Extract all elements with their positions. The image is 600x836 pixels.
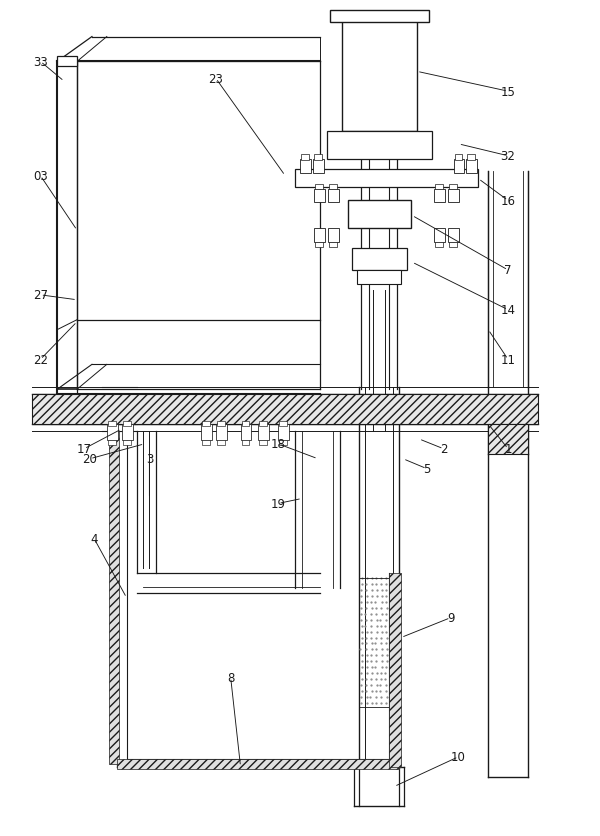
Text: 7: 7 — [505, 264, 512, 278]
Bar — [117, 759, 399, 769]
Text: 8: 8 — [227, 671, 235, 684]
Bar — [358, 271, 401, 284]
Bar — [389, 573, 401, 767]
Bar — [57, 58, 77, 67]
Bar — [435, 185, 443, 189]
Text: 9: 9 — [447, 611, 454, 624]
Bar — [327, 132, 432, 160]
Bar — [259, 425, 269, 441]
Bar — [108, 441, 116, 446]
Bar — [341, 18, 417, 132]
Bar — [347, 201, 411, 229]
Text: 33: 33 — [33, 56, 48, 69]
Bar — [329, 243, 337, 247]
Bar — [279, 441, 287, 446]
Bar — [455, 155, 463, 161]
Bar — [242, 441, 250, 446]
Text: 11: 11 — [500, 354, 515, 366]
Text: 20: 20 — [83, 452, 97, 466]
Bar — [242, 421, 250, 426]
Bar — [435, 243, 443, 247]
Text: 1: 1 — [505, 443, 512, 456]
Bar — [328, 189, 338, 203]
Bar — [466, 160, 478, 173]
Bar — [488, 425, 528, 454]
Bar — [352, 249, 407, 271]
Text: 4: 4 — [90, 532, 98, 545]
Bar — [328, 229, 338, 243]
Text: 32: 32 — [500, 150, 515, 163]
Text: 16: 16 — [500, 195, 515, 207]
Bar — [107, 425, 118, 441]
Bar — [259, 421, 268, 426]
Bar — [122, 421, 131, 426]
Bar — [109, 431, 119, 764]
Bar — [313, 160, 324, 173]
Bar — [241, 425, 251, 441]
Text: 10: 10 — [451, 751, 466, 763]
Text: 14: 14 — [500, 303, 515, 317]
Bar — [301, 155, 309, 161]
Bar — [434, 229, 445, 243]
Text: 15: 15 — [500, 85, 515, 99]
Bar — [202, 421, 210, 426]
Bar — [454, 160, 464, 173]
Bar — [217, 421, 225, 426]
Bar — [108, 421, 116, 426]
Bar — [314, 189, 325, 203]
Text: 2: 2 — [440, 443, 448, 456]
Text: 03: 03 — [33, 170, 48, 183]
Bar — [202, 441, 210, 446]
Text: 5: 5 — [423, 462, 431, 476]
Text: 27: 27 — [33, 289, 48, 302]
Bar — [279, 421, 287, 426]
Bar — [32, 395, 538, 425]
Bar — [216, 425, 227, 441]
Bar — [448, 189, 458, 203]
Bar — [259, 441, 268, 446]
Bar — [448, 229, 458, 243]
Bar — [449, 243, 457, 247]
Bar — [315, 185, 323, 189]
Bar — [122, 441, 131, 446]
Bar — [201, 425, 212, 441]
Bar — [329, 185, 337, 189]
Text: 19: 19 — [271, 497, 286, 510]
Bar — [300, 160, 311, 173]
Bar — [330, 11, 429, 23]
Text: 3: 3 — [146, 452, 153, 466]
Bar — [434, 189, 445, 203]
Bar — [467, 155, 475, 161]
Text: 22: 22 — [33, 354, 48, 366]
Text: 18: 18 — [271, 438, 286, 451]
Bar — [278, 425, 289, 441]
Bar — [314, 155, 322, 161]
Bar — [122, 425, 133, 441]
Bar — [217, 441, 225, 446]
Bar — [314, 229, 325, 243]
Bar — [295, 170, 478, 187]
Text: 17: 17 — [77, 443, 92, 456]
Bar — [315, 243, 323, 247]
Text: 23: 23 — [208, 73, 223, 85]
Bar — [449, 185, 457, 189]
